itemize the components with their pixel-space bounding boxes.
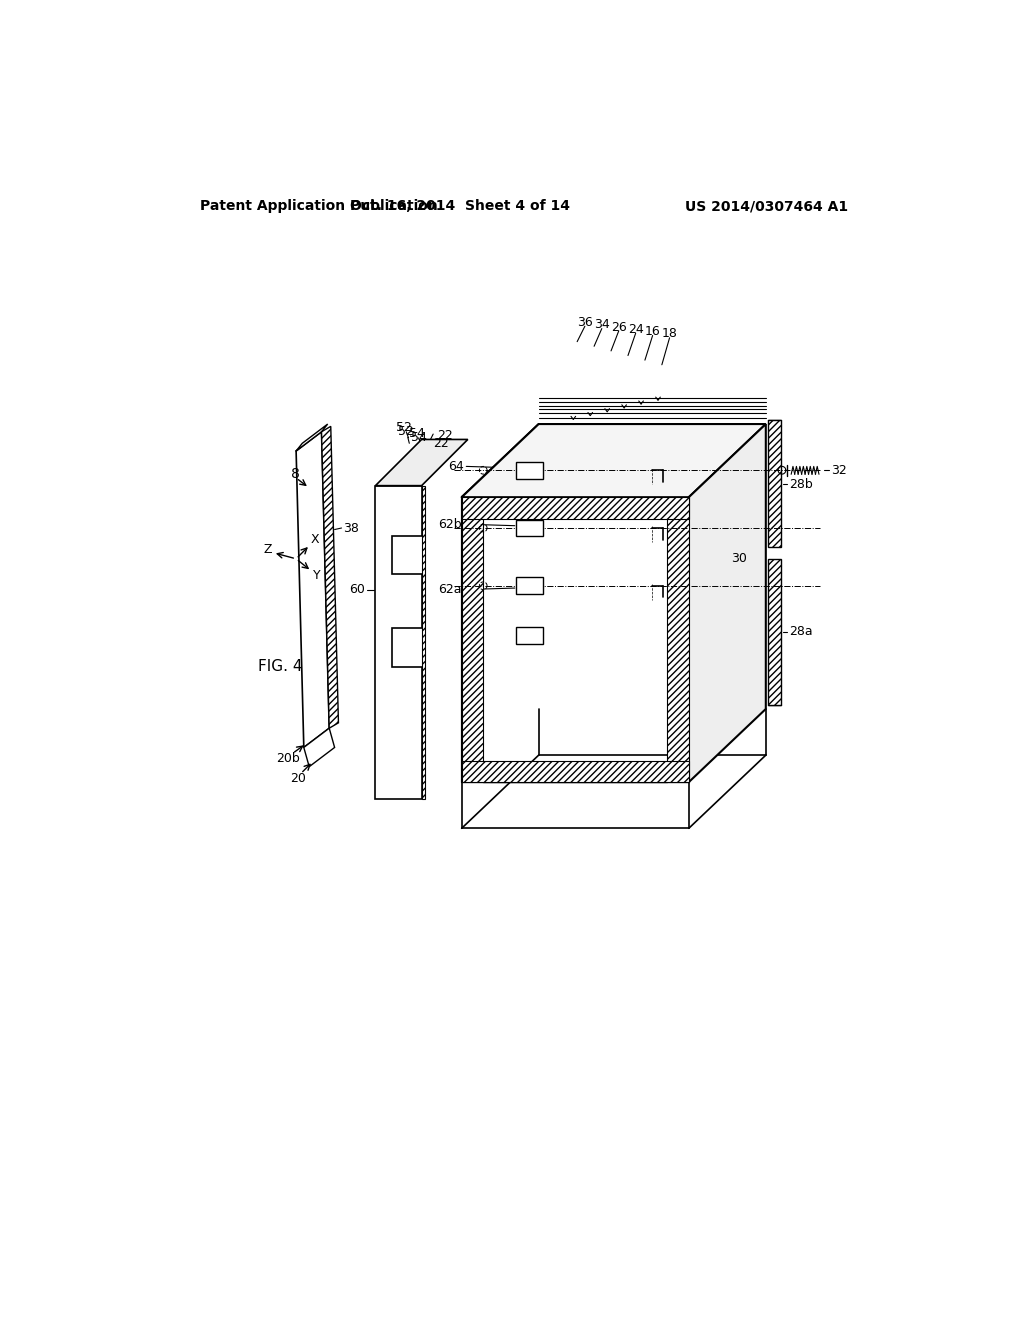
Bar [516,577,544,594]
Text: 52: 52 [398,425,414,438]
Text: 62a: 62a [438,583,462,597]
Text: 60: 60 [349,583,366,597]
Text: 62b: 62b [438,517,462,531]
Bar [516,462,544,479]
Text: 38: 38 [343,521,359,535]
Text: 24: 24 [628,323,643,335]
Text: Y: Y [313,569,321,582]
Text: FIG. 4: FIG. 4 [258,659,302,675]
Bar [516,627,544,644]
Text: US 2014/0307464 A1: US 2014/0307464 A1 [685,199,848,213]
Bar [516,520,544,536]
Polygon shape [668,498,689,781]
Text: Oct. 16, 2014  Sheet 4 of 14: Oct. 16, 2014 Sheet 4 of 14 [350,199,570,213]
Polygon shape [376,440,468,486]
Text: 52: 52 [396,421,412,434]
Text: 22: 22 [433,437,449,450]
Polygon shape [462,498,689,781]
Text: 18: 18 [662,327,678,341]
Text: Z: Z [263,543,271,556]
Polygon shape [768,558,781,705]
Text: 28a: 28a [788,626,812,639]
Text: 36: 36 [577,315,593,329]
Text: 28b: 28b [788,478,813,491]
Text: 8: 8 [291,467,300,480]
Text: 30: 30 [731,552,748,565]
Text: 26: 26 [611,321,627,334]
Text: 54: 54 [412,430,427,444]
Text: 20: 20 [291,772,306,785]
Polygon shape [322,426,339,729]
Polygon shape [304,729,335,767]
Polygon shape [462,498,689,519]
Text: 64: 64 [449,459,464,473]
Polygon shape [422,486,425,799]
Text: 32: 32 [831,463,847,477]
Text: Patent Application Publication: Patent Application Publication [200,199,437,213]
Polygon shape [376,486,422,799]
Text: 16: 16 [645,325,660,338]
Polygon shape [296,424,328,451]
Text: 34: 34 [594,318,609,331]
Text: 54: 54 [409,426,425,440]
Polygon shape [689,424,766,781]
Text: 22: 22 [437,429,453,442]
Text: 20b: 20b [276,752,300,766]
Polygon shape [296,432,330,747]
Polygon shape [462,760,689,781]
Polygon shape [462,498,483,781]
Polygon shape [768,420,781,548]
Text: X: X [311,533,319,546]
Polygon shape [462,424,766,498]
